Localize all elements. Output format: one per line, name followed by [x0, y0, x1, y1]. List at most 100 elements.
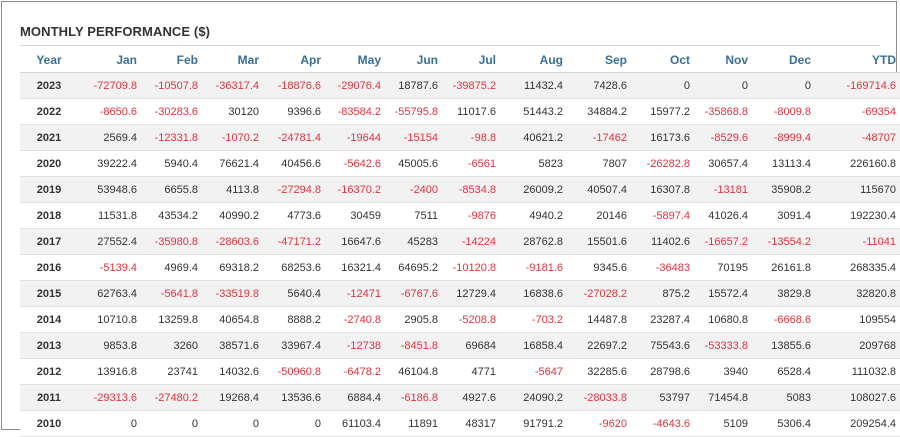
value-cell: 39222.4	[78, 150, 141, 177]
value-cell: 23287.4	[631, 306, 694, 333]
column-header-dec: Dec	[752, 48, 815, 73]
value-cell: 6884.4	[325, 384, 385, 411]
value-cell: 26009.2	[500, 176, 567, 203]
value-cell: 209254.4	[815, 410, 900, 437]
value-cell: -4643.6	[631, 410, 694, 437]
value-cell: 5823	[500, 150, 567, 177]
value-cell: -8529.6	[694, 124, 752, 151]
value-cell: -11041	[815, 228, 900, 255]
value-cell: 4940.2	[500, 202, 567, 229]
value-cell: -53333.8	[694, 332, 752, 359]
value-cell: -27480.2	[141, 384, 202, 411]
column-header-jun: Jun	[385, 48, 442, 73]
value-cell: -18876.6	[263, 72, 325, 99]
table-row: 2022 -8650.6 -30283.6 30120 9396.6 -83584.2 -5…	[20, 98, 900, 125]
value-cell: -5139.4	[78, 254, 141, 281]
value-cell: -8534.8	[442, 176, 500, 203]
value-cell: -39875.2	[442, 72, 500, 99]
value-cell: -36483	[631, 254, 694, 281]
column-header-jan: Jan	[78, 48, 141, 73]
value-cell: 5306.4	[752, 410, 815, 437]
value-cell: 46104.8	[385, 358, 442, 385]
value-cell: 16173.6	[631, 124, 694, 151]
year-cell: 2014	[20, 306, 78, 333]
value-cell: 26161.8	[752, 254, 815, 281]
table-row: 2018 11531.8 43534.2 40990.2 4773.6 30459 7511…	[20, 202, 900, 229]
value-cell: -9181.6	[500, 254, 567, 281]
value-cell: -6186.8	[385, 384, 442, 411]
value-cell: 23741	[141, 358, 202, 385]
value-cell: 75543.6	[631, 332, 694, 359]
value-cell: 192230.4	[815, 202, 900, 229]
value-cell: 45005.6	[385, 150, 442, 177]
value-cell: 61103.4	[325, 410, 385, 437]
year-cell: 2017	[20, 228, 78, 255]
value-cell: 13855.6	[752, 332, 815, 359]
value-cell: 35908.2	[752, 176, 815, 203]
value-cell: 13536.6	[263, 384, 325, 411]
value-cell: 40507.4	[567, 176, 631, 203]
value-cell: 5083	[752, 384, 815, 411]
value-cell: 10680.8	[694, 306, 752, 333]
value-cell: -8650.6	[78, 98, 141, 125]
value-cell: 11531.8	[78, 202, 141, 229]
value-cell: 76621.4	[202, 150, 263, 177]
column-header-jul: Jul	[442, 48, 500, 73]
value-cell: -14224	[442, 228, 500, 255]
value-cell: 268335.4	[815, 254, 900, 281]
value-cell: 115670	[815, 176, 900, 203]
table-row: 2014 10710.8 13259.8 40654.8 8888.2 -2740.8 29…	[20, 306, 900, 333]
title-divider	[20, 45, 880, 46]
value-cell: 32285.6	[567, 358, 631, 385]
value-cell: 0	[752, 72, 815, 99]
value-cell: -29076.4	[325, 72, 385, 99]
value-cell: -10507.8	[141, 72, 202, 99]
value-cell: 2905.8	[385, 306, 442, 333]
value-cell: -28033.8	[567, 384, 631, 411]
year-cell: 2020	[20, 150, 78, 177]
value-cell: 13113.4	[752, 150, 815, 177]
value-cell: -6478.2	[325, 358, 385, 385]
value-cell: 30657.4	[694, 150, 752, 177]
value-cell: -8451.8	[385, 332, 442, 359]
year-cell: 2019	[20, 176, 78, 203]
column-header-ytd: YTD	[815, 48, 900, 73]
value-cell: 33967.4	[263, 332, 325, 359]
panel-title: MONTHLY PERFORMANCE ($)	[20, 24, 211, 39]
year-cell: 2010	[20, 410, 78, 437]
value-cell: 69684	[442, 332, 500, 359]
value-cell: 9396.6	[263, 98, 325, 125]
value-cell: 14032.6	[202, 358, 263, 385]
value-cell: -29313.6	[78, 384, 141, 411]
value-cell: 11017.6	[442, 98, 500, 125]
value-cell: -35868.8	[694, 98, 752, 125]
year-cell: 2015	[20, 280, 78, 307]
table-row: 2016 -5139.4 4969.4 69318.2 68253.6 16321.4 64…	[20, 254, 900, 281]
value-cell: 34884.2	[567, 98, 631, 125]
value-cell: 6528.4	[752, 358, 815, 385]
value-cell: -12471	[325, 280, 385, 307]
year-cell: 2016	[20, 254, 78, 281]
value-cell: 226160.8	[815, 150, 900, 177]
value-cell: 8888.2	[263, 306, 325, 333]
value-cell: 16647.6	[325, 228, 385, 255]
value-cell: 10710.8	[78, 306, 141, 333]
value-cell: 0	[141, 410, 202, 437]
value-cell: 4773.6	[263, 202, 325, 229]
year-cell: 2021	[20, 124, 78, 151]
value-cell: 4969.4	[141, 254, 202, 281]
value-cell: -10120.8	[442, 254, 500, 281]
column-header-may: May	[325, 48, 385, 73]
value-cell: -9620	[567, 410, 631, 437]
value-cell: -27028.2	[567, 280, 631, 307]
value-cell: 2569.4	[78, 124, 141, 151]
table-row: 2015 62763.4 -5641.8 -33519.8 5640.4 -12471 -6…	[20, 280, 900, 307]
value-cell: -12738	[325, 332, 385, 359]
value-cell: 0	[202, 410, 263, 437]
table-row: 2021 2569.4 -12331.8 -1070.2 -24781.4 -19644-…	[20, 124, 900, 151]
value-cell: 20146	[567, 202, 631, 229]
value-cell: -5897.4	[631, 202, 694, 229]
value-cell: 64695.2	[385, 254, 442, 281]
value-cell: -2400	[385, 176, 442, 203]
value-cell: 24090.2	[500, 384, 567, 411]
